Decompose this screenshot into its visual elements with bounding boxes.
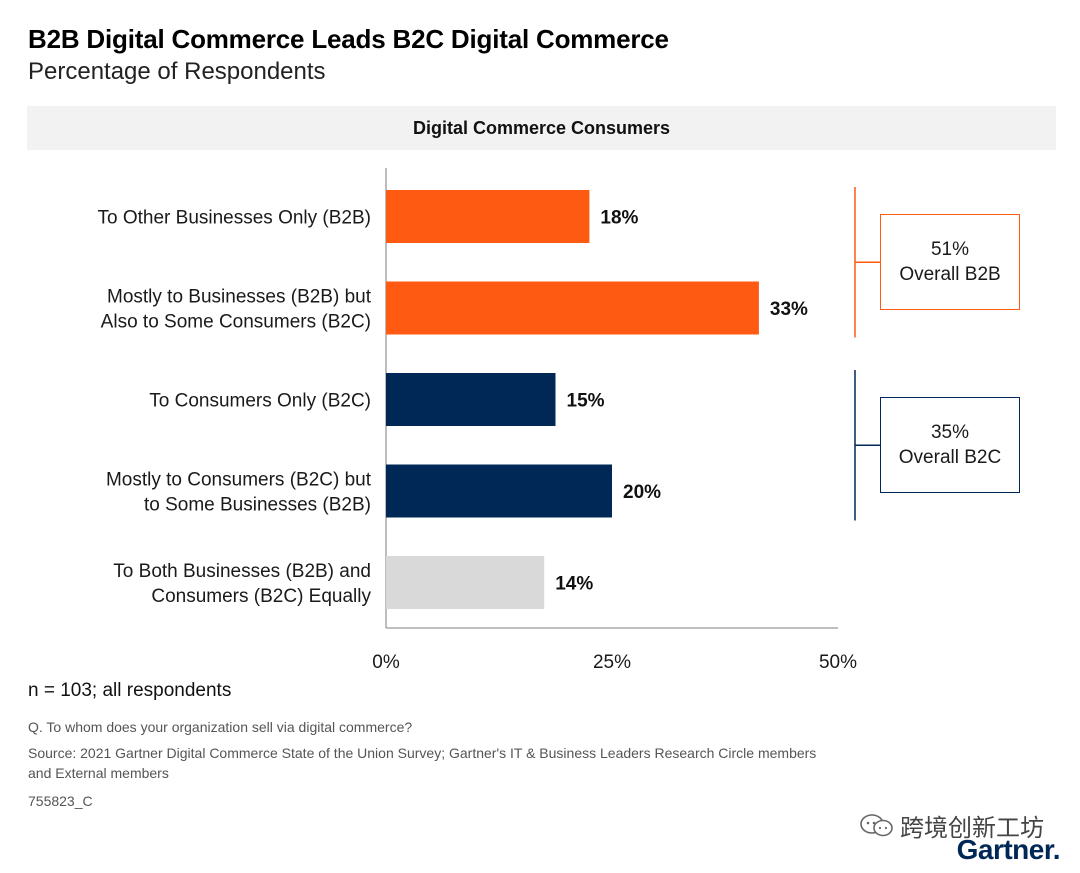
category-label: Also to Some Consumers (B2C) (101, 312, 371, 333)
category-label: Mostly to Consumers (B2C) but (106, 470, 372, 491)
source-note-line2: and External members (28, 765, 169, 781)
logo-dot: . (1052, 834, 1061, 865)
group-label: Overall B2B (899, 264, 1001, 286)
category-label: to Some Businesses (B2B) (144, 495, 371, 516)
question-note: Q. To whom does your organization sell v… (28, 719, 413, 735)
logo-text: Gartner (956, 834, 1054, 865)
source-note-line1: Source: 2021 Gartner Digital Commerce St… (28, 745, 817, 761)
x-tick-label: 25% (593, 652, 631, 673)
group-box-b2c: 35% Overall B2C (880, 397, 1020, 494)
bar (386, 190, 590, 243)
watermark: 跨境创新工坊 (860, 808, 1044, 843)
data-label: 15% (567, 391, 605, 412)
category-label: Mostly to Businesses (B2B) but (107, 287, 372, 308)
x-tick-label: 0% (372, 652, 400, 673)
bar (386, 464, 612, 518)
data-label: 18% (600, 208, 638, 229)
document-id: 755823_C (28, 793, 93, 809)
group-value: 51% (930, 239, 970, 261)
gartner-logo: Gartner. (956, 834, 1061, 866)
panel-header: Digital Commerce Consumers (27, 106, 1056, 150)
bar (386, 281, 759, 335)
chart-title: B2B Digital Commerce Leads B2C Digital C… (28, 24, 669, 54)
group-label: Overall B2C (898, 447, 1002, 469)
category-label: To Consumers Only (B2C) (149, 391, 371, 412)
category-label: To Other Businesses Only (B2B) (98, 208, 372, 229)
group-value: 35% (930, 422, 970, 444)
bar-chart: 0% 25% 50% 18% To Other Businesses Only (B2B… (98, 168, 880, 673)
chart-subtitle: Percentage of Respondents (28, 58, 326, 85)
bar (386, 556, 545, 609)
category-label: To Both Businesses (B2B) and (113, 561, 371, 582)
category-label: Consumers (B2C) Equally (151, 586, 371, 607)
x-tick-label: 50% (819, 652, 857, 673)
data-label: 14% (555, 574, 593, 595)
data-label: 33% (770, 299, 808, 320)
watermark-text: 跨境创新工坊 (900, 814, 1044, 842)
data-label: 20% (623, 482, 661, 503)
bar (386, 373, 556, 426)
chat-bubbles-icon (860, 813, 894, 839)
panel-title: Digital Commerce Consumers (412, 117, 671, 138)
sample-note: n = 103; all respondents (28, 680, 232, 701)
group-box-b2b: 51% Overall B2B (880, 214, 1020, 311)
